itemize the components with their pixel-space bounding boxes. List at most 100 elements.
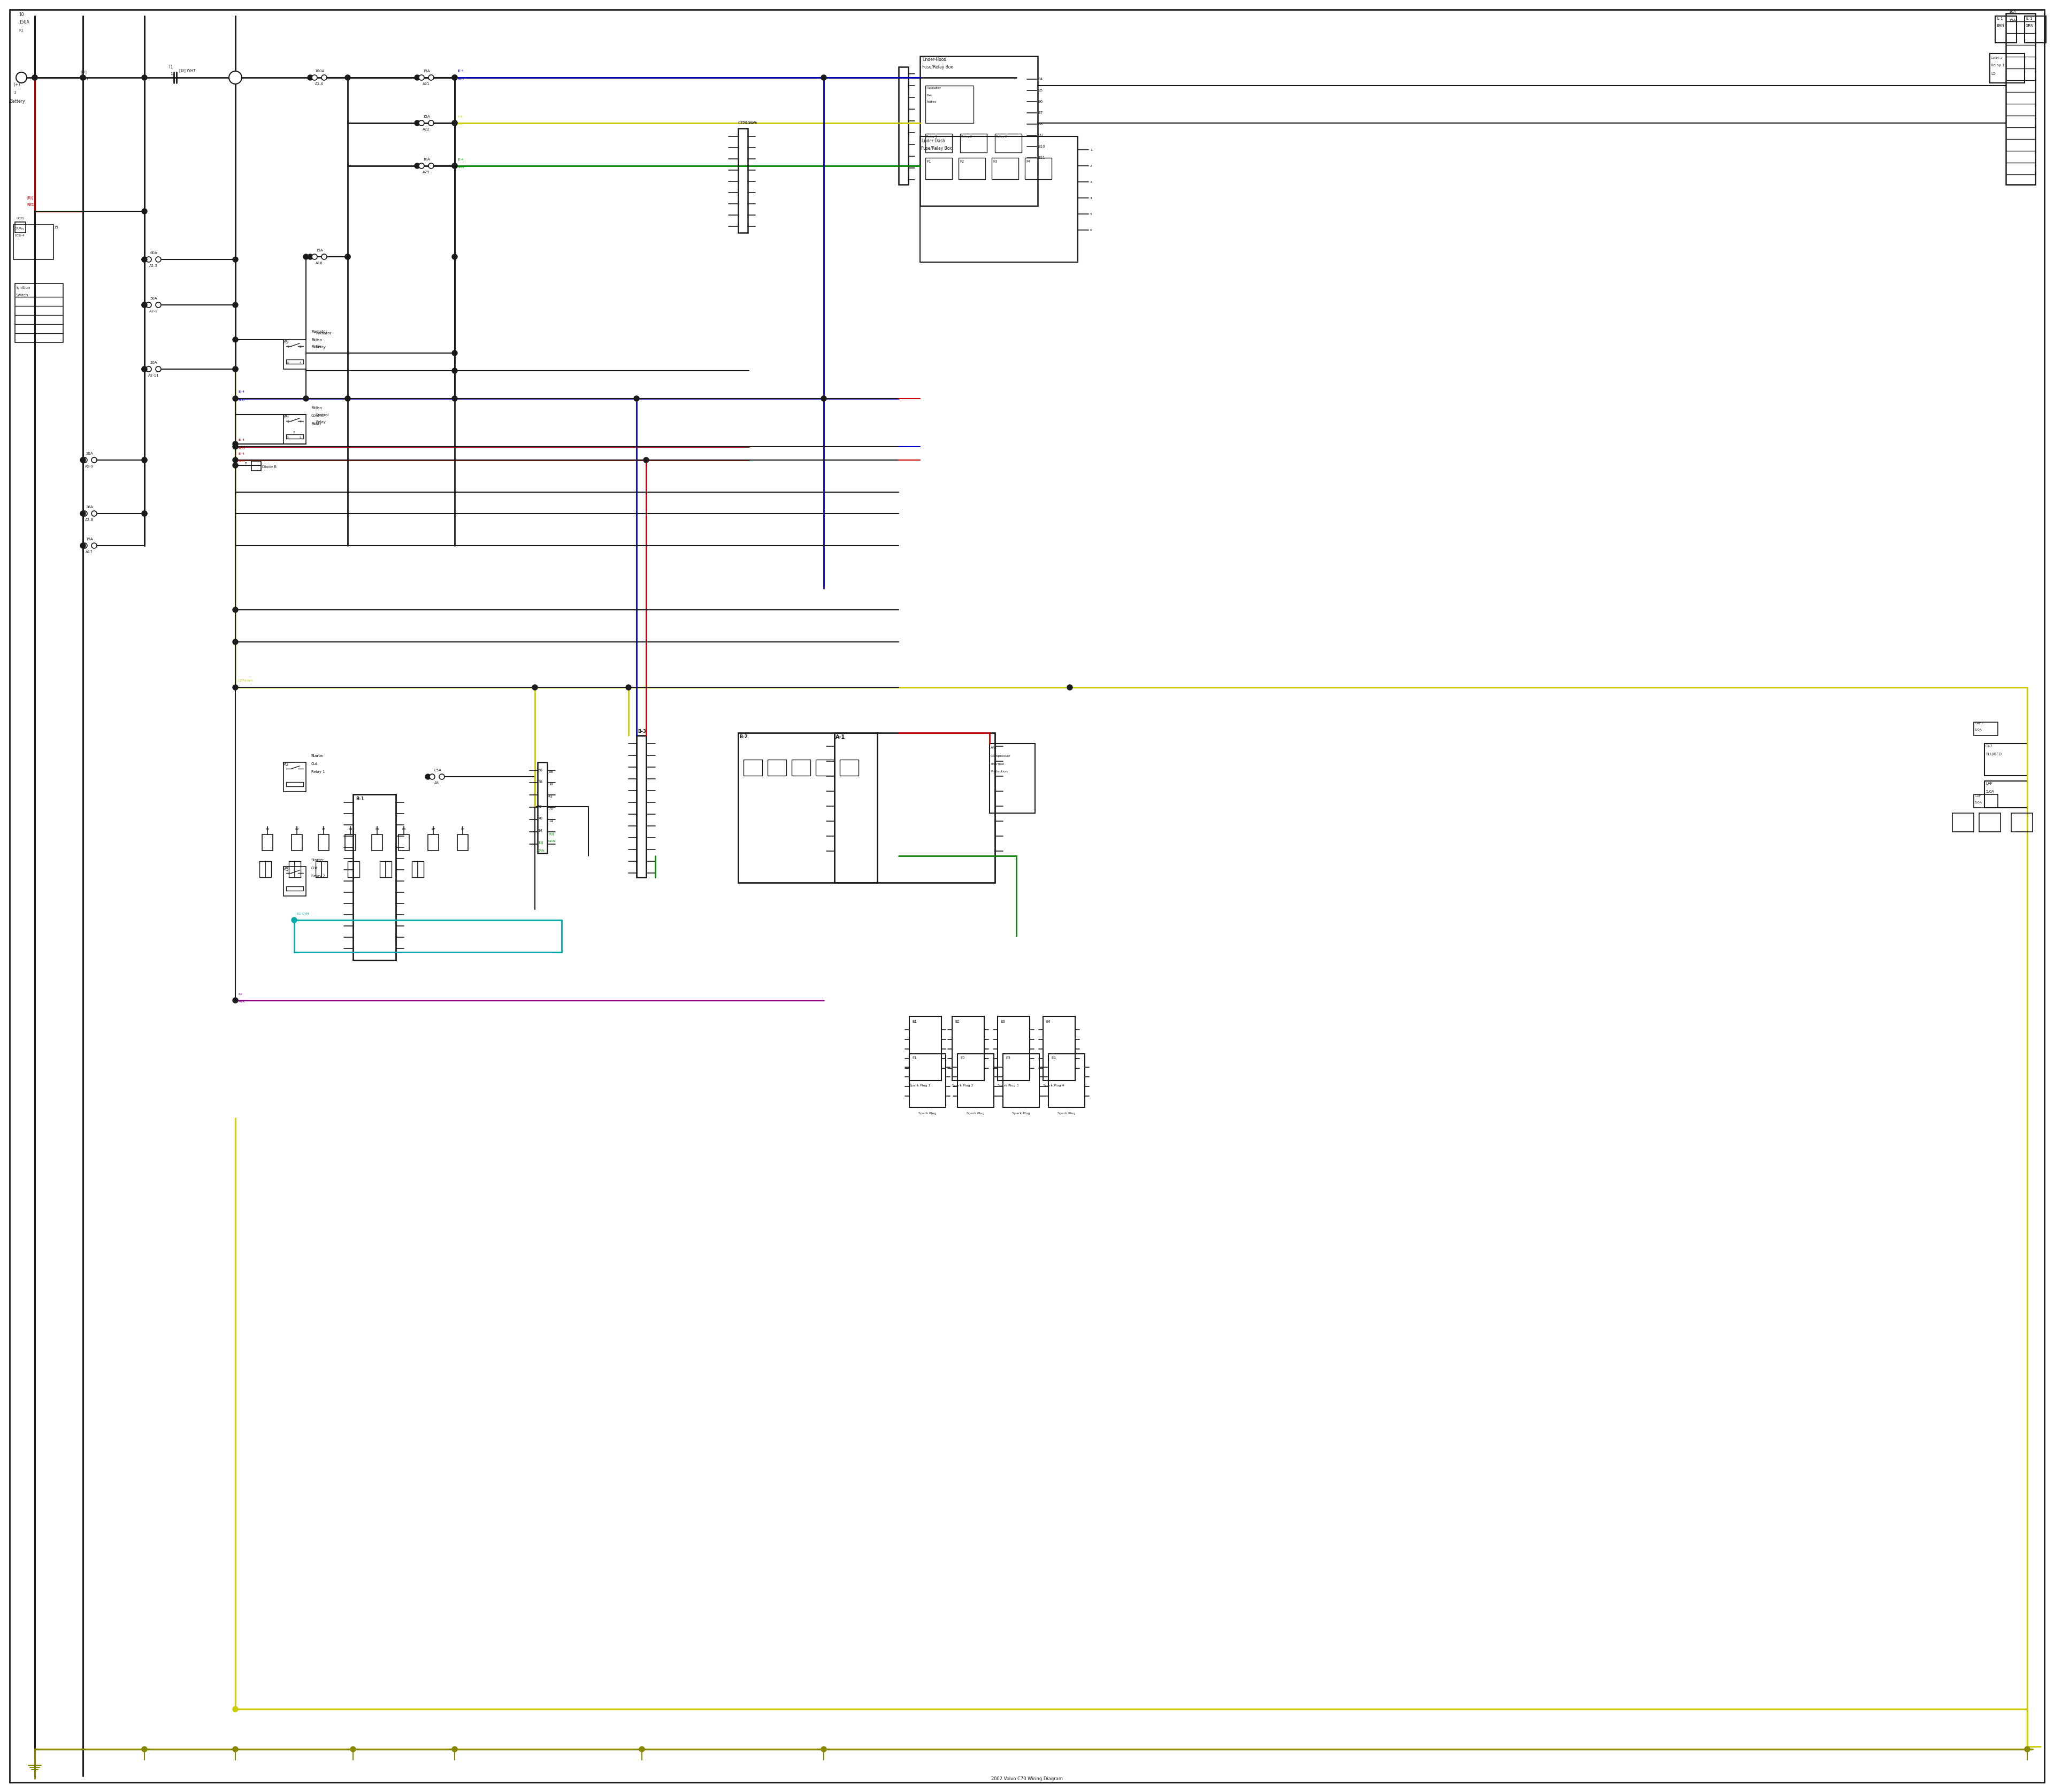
Bar xyxy=(14,224,53,260)
Text: 68: 68 xyxy=(538,769,542,772)
Circle shape xyxy=(304,396,308,401)
Text: Battery: Battery xyxy=(10,99,25,104)
Circle shape xyxy=(232,256,238,262)
Bar xyxy=(292,835,302,851)
Text: IE-4: IE-4 xyxy=(458,158,464,161)
Bar xyxy=(1984,744,2027,776)
Bar xyxy=(427,835,440,851)
Bar xyxy=(283,340,306,369)
Text: 100A: 100A xyxy=(314,70,325,73)
Text: E1 CYN: E1 CYN xyxy=(298,912,308,916)
Text: 14: 14 xyxy=(548,819,553,823)
Text: A9-9: A9-9 xyxy=(84,464,94,468)
Text: A1-6: A1-6 xyxy=(314,82,325,86)
Circle shape xyxy=(452,120,458,125)
Circle shape xyxy=(142,303,148,308)
Text: 43: 43 xyxy=(538,805,542,808)
Circle shape xyxy=(146,256,152,262)
Text: M9: M9 xyxy=(283,414,288,419)
Circle shape xyxy=(452,75,458,81)
Bar xyxy=(1994,16,2017,43)
Text: 2: 2 xyxy=(294,430,296,434)
Text: A2-8: A2-8 xyxy=(84,518,94,521)
Text: A/C: A/C xyxy=(990,745,996,749)
Circle shape xyxy=(452,351,458,357)
Circle shape xyxy=(822,75,826,81)
Text: ECU-4: ECU-4 xyxy=(14,235,25,237)
Text: Relay: Relay xyxy=(316,346,327,349)
Text: 5.0A: 5.0A xyxy=(1986,790,1994,794)
Text: Thermal: Thermal xyxy=(990,763,1004,765)
Bar xyxy=(1990,54,2025,82)
Text: F1: F1 xyxy=(926,159,930,163)
Bar xyxy=(992,158,1019,179)
Circle shape xyxy=(80,75,86,81)
Circle shape xyxy=(82,511,86,516)
Text: F-8: F-8 xyxy=(458,115,462,118)
Text: E1: E1 xyxy=(912,1020,916,1023)
Text: IE-4: IE-4 xyxy=(458,70,464,72)
Text: BLU: BLU xyxy=(238,400,244,401)
Circle shape xyxy=(142,366,148,371)
Text: WHT: WHT xyxy=(80,77,88,81)
Circle shape xyxy=(232,462,238,468)
Text: C270-Wh: C270-Wh xyxy=(737,122,756,125)
Circle shape xyxy=(304,254,308,260)
Circle shape xyxy=(452,163,458,168)
Text: E4: E4 xyxy=(1052,1057,1056,1059)
Text: Ignition: Ignition xyxy=(16,287,31,289)
Circle shape xyxy=(146,303,152,308)
Bar xyxy=(2011,814,2033,831)
Text: A22: A22 xyxy=(423,127,429,131)
Circle shape xyxy=(156,303,160,308)
Circle shape xyxy=(156,256,160,262)
Text: YEL: YEL xyxy=(458,124,464,125)
Text: P8: P8 xyxy=(460,828,464,830)
Circle shape xyxy=(452,254,458,260)
Circle shape xyxy=(626,685,631,690)
Bar xyxy=(413,862,423,878)
Circle shape xyxy=(142,457,148,462)
Text: Fan: Fan xyxy=(316,339,322,342)
Bar xyxy=(926,158,953,179)
Bar xyxy=(840,760,859,776)
Circle shape xyxy=(452,1747,458,1753)
Text: GRN: GRN xyxy=(548,840,557,842)
Text: P4: P4 xyxy=(349,828,353,830)
Circle shape xyxy=(452,120,458,125)
Text: P3: P3 xyxy=(322,828,327,830)
Text: Compressor: Compressor xyxy=(990,754,1011,758)
Bar xyxy=(398,835,409,851)
Bar xyxy=(994,134,1021,152)
Circle shape xyxy=(142,366,148,371)
Text: B5: B5 xyxy=(1037,90,1043,91)
Circle shape xyxy=(232,457,238,462)
Text: 3: 3 xyxy=(1091,181,1093,183)
Text: 14: 14 xyxy=(538,830,542,831)
Text: Radiator: Radiator xyxy=(316,332,331,335)
Text: 15A: 15A xyxy=(86,538,92,541)
Circle shape xyxy=(822,396,826,401)
Text: 1: 1 xyxy=(14,91,16,95)
Text: Spark Plug 4: Spark Plug 4 xyxy=(1043,1084,1064,1088)
Text: Under-Dash: Under-Dash xyxy=(920,138,945,143)
Text: E3: E3 xyxy=(1000,1020,1004,1023)
Text: Cut: Cut xyxy=(312,762,318,765)
Circle shape xyxy=(142,1747,148,1753)
Circle shape xyxy=(415,75,419,81)
Text: A-1: A-1 xyxy=(836,735,846,740)
Bar xyxy=(1984,781,2027,808)
Text: A5: A5 xyxy=(435,781,440,785)
Bar xyxy=(990,744,1035,814)
Text: Radiator: Radiator xyxy=(926,88,941,90)
Text: Spark Plug: Spark Plug xyxy=(1013,1113,1029,1115)
Circle shape xyxy=(822,1747,826,1753)
Circle shape xyxy=(232,1747,238,1753)
Text: C47: C47 xyxy=(1986,745,1992,747)
Circle shape xyxy=(142,208,148,213)
Circle shape xyxy=(425,774,431,780)
Bar xyxy=(959,134,986,152)
Circle shape xyxy=(142,256,148,262)
Text: Spark Plug 1: Spark Plug 1 xyxy=(910,1084,930,1088)
Text: 7.5A: 7.5A xyxy=(433,769,442,772)
